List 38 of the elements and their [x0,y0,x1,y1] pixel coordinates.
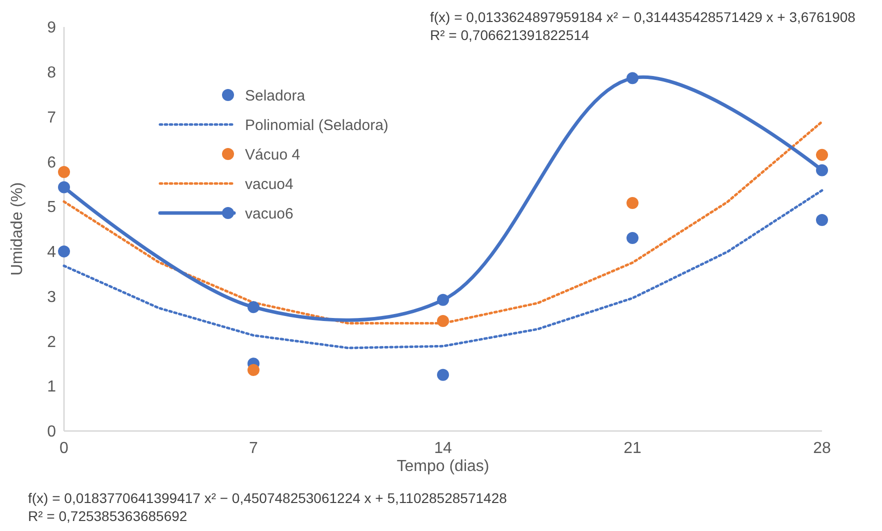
point [626,232,638,244]
y-tick-label: 5 [47,199,56,216]
legend-label: Polinomial (Seladora) [245,116,388,134]
text: f(x) = 0,0183770641399417 x² − 0,450748253061224 x + 5,11028528571428 R² = 0,725385363685692 [28,490,508,524]
point [816,148,828,161]
x-axis-title: Tempo (dias) [396,458,490,475]
x-tick-label: 14 [434,440,452,457]
y-tick-label: 4 [47,244,56,262]
point [437,368,449,381]
x-tick-label: 7 [249,440,258,457]
point [816,164,828,176]
point [626,72,638,84]
point [58,166,70,178]
point [626,196,638,209]
annotation: f(x) = 0,0133624897959184 x² − 0,314435428571429 x + 3,6761908 R² = 0,706621391822514 [430,9,856,43]
y-tick-label: 8 [47,64,56,82]
x-tick-label: 28 [813,440,831,457]
y-tick-label: 0 [47,424,56,441]
point [58,181,70,194]
legend-label: Vácuo 4 [245,146,300,164]
legend-label: vacuo4 [245,176,294,193]
y-tick-label: 2 [47,334,56,351]
y-axis-title: Umidade (%) [9,182,26,276]
x-tick-label: 21 [624,440,642,457]
point [248,364,260,376]
x-tick-label: 0 [60,440,69,457]
y-tick-label: 7 [47,109,56,126]
legend-label: vacuo6 [245,205,294,222]
point [58,245,70,258]
y-tick-label: 1 [47,378,56,396]
point [248,301,260,314]
point [816,214,828,226]
point [437,294,449,306]
y-tick-label: 9 [47,20,56,37]
y-tick-label: 6 [47,154,56,172]
line-series [62,189,824,350]
y-tick-label: 3 [47,288,56,306]
legend-label: Seladora [245,87,306,104]
